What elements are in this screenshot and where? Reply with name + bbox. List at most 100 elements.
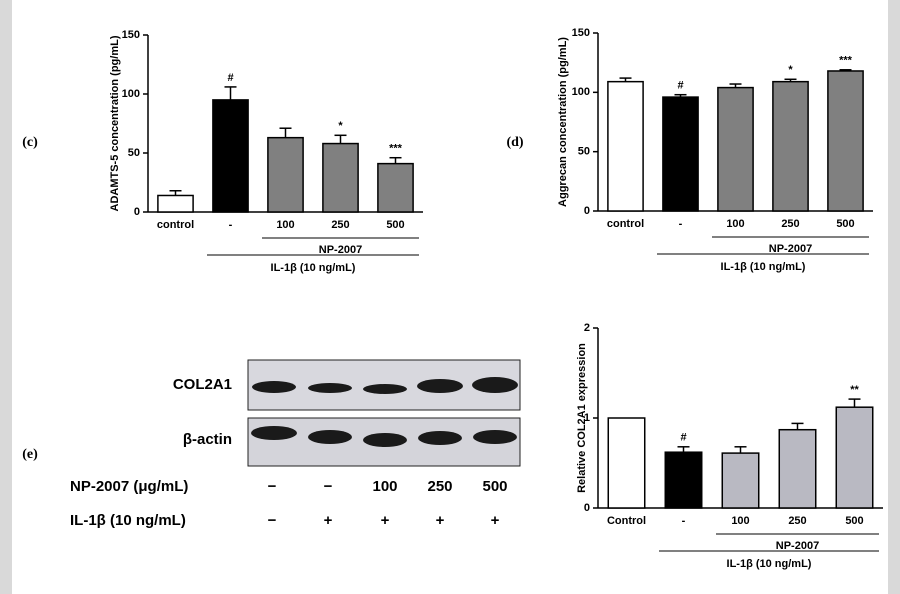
error-bar <box>674 93 687 98</box>
y-tick-label: 1 <box>584 412 590 424</box>
x-tick-label: 500 <box>845 515 863 527</box>
error-bar <box>848 398 861 408</box>
bar <box>772 80 809 212</box>
lane-label: − <box>268 512 277 529</box>
x-tick-label: control <box>607 218 644 230</box>
condition-label: IL-1β (10 ng/mL) <box>70 512 186 529</box>
lane-label: 250 <box>427 478 452 495</box>
y-tick-label: 2 <box>584 322 590 334</box>
error-bar <box>169 190 182 196</box>
group-label: NP-2007 <box>319 244 362 256</box>
panel-label: (c) <box>22 135 38 150</box>
significance-label: * <box>338 120 343 132</box>
lane-label: 100 <box>372 478 397 495</box>
y-tick-label: 100 <box>572 86 590 98</box>
significance-label: # <box>677 80 683 92</box>
error-bar <box>619 77 632 82</box>
bands <box>251 377 518 447</box>
bar <box>835 406 874 509</box>
bar <box>662 96 699 212</box>
panel-label: (e) <box>22 447 38 462</box>
bar <box>827 70 864 212</box>
band <box>308 383 352 393</box>
x-tick-label: 100 <box>726 218 744 230</box>
error-bar <box>334 134 347 144</box>
bar <box>607 80 644 212</box>
group-label: NP-2007 <box>776 540 819 552</box>
error-bar <box>839 69 852 71</box>
bar <box>322 142 359 213</box>
group-label: IL-1β (10 ng/mL) <box>271 262 356 274</box>
error-bar <box>389 156 402 164</box>
x-tick-label: 250 <box>331 219 349 231</box>
significance-label: * <box>788 64 793 76</box>
band <box>418 431 462 445</box>
y-axis-label: Aggrecan concentration (pg/mL) <box>557 37 569 207</box>
significance-label: # <box>680 432 686 444</box>
group-label: NP-2007 <box>769 243 812 255</box>
blot <box>247 359 521 467</box>
bar <box>607 417 646 509</box>
x-tick-label: Control <box>607 515 646 527</box>
band <box>251 426 297 440</box>
error-bar <box>224 86 237 100</box>
band <box>417 379 463 393</box>
y-tick-label: 0 <box>584 205 590 217</box>
band <box>363 384 407 394</box>
bar <box>157 194 194 213</box>
band <box>308 430 352 444</box>
bar <box>717 86 754 212</box>
panel-label: (d) <box>506 135 523 150</box>
x-tick-label: control <box>157 219 194 231</box>
bar <box>664 451 703 509</box>
significance-label: # <box>227 72 233 84</box>
lane-label: − <box>324 478 333 495</box>
bar <box>267 136 304 213</box>
x-tick-label: - <box>682 515 686 527</box>
lane-label: 500 <box>482 478 507 495</box>
y-axis-label: ADAMTS-5 concentration (pg/mL) <box>109 35 121 211</box>
x-tick-label: 250 <box>781 218 799 230</box>
group-label: IL-1β (10 ng/mL) <box>727 558 812 570</box>
lane-label: + <box>381 512 390 529</box>
bar <box>377 162 414 213</box>
bar <box>721 452 760 509</box>
band <box>363 433 407 447</box>
x-tick-label: - <box>229 219 233 231</box>
bar <box>212 99 249 213</box>
y-tick-label: 0 <box>584 502 590 514</box>
x-tick-label: 250 <box>788 515 806 527</box>
y-tick-label: 50 <box>128 147 140 159</box>
y-tick-label: 50 <box>578 146 590 158</box>
y-tick-label: 150 <box>122 29 140 41</box>
error-bar <box>784 78 797 82</box>
y-tick-label: 0 <box>134 206 140 218</box>
x-tick-label: 500 <box>836 218 854 230</box>
blot-row-label: COL2A1 <box>173 376 232 393</box>
lane-label: + <box>324 512 333 529</box>
bar <box>778 428 817 509</box>
condition-label: NP-2007 (μg/mL) <box>70 478 188 495</box>
significance-label: *** <box>389 143 403 155</box>
y-tick-label: 150 <box>572 27 590 39</box>
band <box>472 377 518 393</box>
y-axis-label: Relative COL2A1 expression <box>576 343 588 493</box>
error-bar <box>279 127 292 138</box>
error-bar <box>677 446 690 453</box>
significance-label: *** <box>839 55 853 67</box>
band <box>252 381 296 393</box>
band <box>473 430 517 444</box>
group-label: IL-1β (10 ng/mL) <box>721 261 806 273</box>
error-bar <box>791 422 804 430</box>
blot-row-label: β-actin <box>183 431 232 448</box>
x-tick-label: - <box>679 218 683 230</box>
significance-label: ** <box>850 384 859 396</box>
error-bar <box>729 83 742 88</box>
lane-label: + <box>491 512 500 529</box>
x-tick-label: 100 <box>276 219 294 231</box>
x-tick-label: 500 <box>386 219 404 231</box>
y-tick-label: 100 <box>122 88 140 100</box>
error-bar <box>734 446 747 454</box>
